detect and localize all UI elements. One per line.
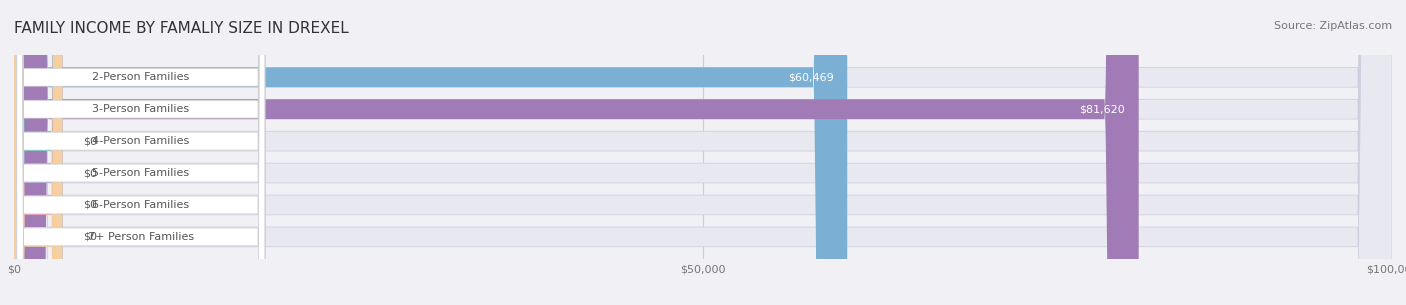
Text: $81,620: $81,620 bbox=[1080, 104, 1125, 114]
FancyBboxPatch shape bbox=[17, 0, 264, 305]
Text: $0: $0 bbox=[83, 168, 97, 178]
Text: 3-Person Families: 3-Person Families bbox=[93, 104, 190, 114]
Text: 5-Person Families: 5-Person Families bbox=[93, 168, 190, 178]
FancyBboxPatch shape bbox=[17, 0, 264, 305]
FancyBboxPatch shape bbox=[14, 0, 848, 305]
FancyBboxPatch shape bbox=[14, 0, 62, 305]
FancyBboxPatch shape bbox=[17, 0, 264, 305]
FancyBboxPatch shape bbox=[17, 0, 264, 305]
Text: 2-Person Families: 2-Person Families bbox=[93, 72, 190, 82]
FancyBboxPatch shape bbox=[14, 0, 62, 305]
FancyBboxPatch shape bbox=[17, 0, 264, 305]
Text: $0: $0 bbox=[83, 232, 97, 242]
FancyBboxPatch shape bbox=[14, 0, 1392, 305]
FancyBboxPatch shape bbox=[14, 0, 62, 305]
FancyBboxPatch shape bbox=[14, 0, 62, 305]
Text: FAMILY INCOME BY FAMALIY SIZE IN DREXEL: FAMILY INCOME BY FAMALIY SIZE IN DREXEL bbox=[14, 21, 349, 36]
Text: 4-Person Families: 4-Person Families bbox=[93, 136, 190, 146]
FancyBboxPatch shape bbox=[14, 0, 1392, 305]
FancyBboxPatch shape bbox=[14, 0, 1392, 305]
Text: Source: ZipAtlas.com: Source: ZipAtlas.com bbox=[1274, 21, 1392, 31]
FancyBboxPatch shape bbox=[14, 0, 1392, 305]
Text: $0: $0 bbox=[83, 136, 97, 146]
Text: $60,469: $60,469 bbox=[787, 72, 834, 82]
FancyBboxPatch shape bbox=[14, 0, 1139, 305]
Text: 7+ Person Families: 7+ Person Families bbox=[87, 232, 194, 242]
Text: $0: $0 bbox=[83, 200, 97, 210]
FancyBboxPatch shape bbox=[14, 0, 1392, 305]
FancyBboxPatch shape bbox=[14, 0, 1392, 305]
FancyBboxPatch shape bbox=[17, 0, 264, 305]
Text: 6-Person Families: 6-Person Families bbox=[93, 200, 190, 210]
